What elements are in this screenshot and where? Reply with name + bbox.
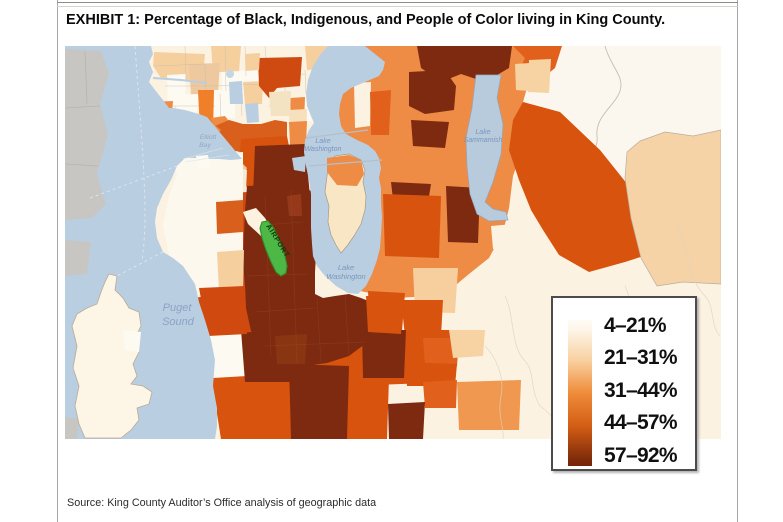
svg-text:Bay: Bay: [199, 142, 211, 149]
svg-text:Lake: Lake: [338, 263, 354, 272]
svg-text:Lake: Lake: [475, 129, 490, 136]
svg-text:Sound: Sound: [162, 316, 195, 328]
svg-text:Puget: Puget: [163, 302, 193, 314]
svg-text:Lake: Lake: [315, 138, 330, 145]
svg-text:Elliott: Elliott: [200, 134, 218, 141]
svg-text:Washington: Washington: [305, 146, 342, 153]
svg-text:Washington: Washington: [326, 272, 365, 281]
svg-text:Sammamish: Sammamish: [464, 137, 503, 144]
